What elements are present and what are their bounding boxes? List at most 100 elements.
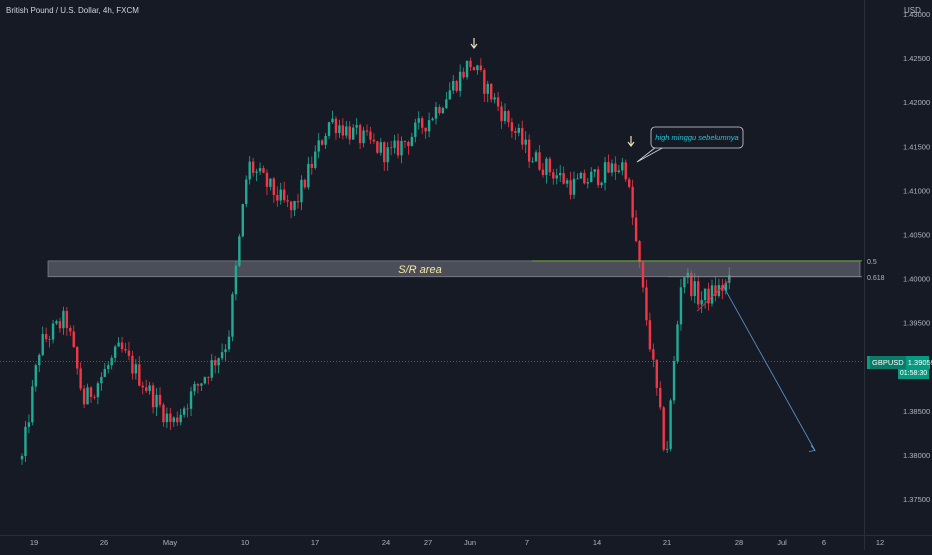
- candle-body: [358, 125, 362, 144]
- candle-body: [124, 349, 127, 351]
- candle-body: [286, 200, 289, 202]
- candle-body: [510, 122, 514, 132]
- symbol-title[interactable]: British Pound / U.S. Dollar, 4h, FXCM: [6, 6, 139, 15]
- candle-body: [127, 350, 131, 356]
- candle-body: [676, 324, 679, 362]
- y-tick-label: 1.37500: [903, 495, 930, 504]
- candle-body: [62, 310, 65, 329]
- candle-body: [496, 97, 500, 107]
- candle-body: [448, 90, 451, 100]
- candle-body: [148, 385, 151, 391]
- x-tick-label: 6: [822, 538, 826, 547]
- candle-body: [179, 414, 182, 423]
- candle-body: [641, 262, 645, 288]
- candle-body: [224, 349, 227, 353]
- candle-body: [490, 83, 493, 100]
- candle-body: [158, 394, 162, 405]
- candle-body: [624, 162, 627, 180]
- candle-body: [665, 448, 669, 450]
- candle-body: [279, 189, 282, 201]
- fib-label-0.5: 0.5: [867, 259, 877, 266]
- candle-body: [690, 272, 693, 297]
- candle-body: [427, 120, 431, 132]
- candle-body: [503, 111, 507, 122]
- annotation-lines: 0.5 0.618 high minggu sebelumnya: [0, 38, 885, 452]
- y-tick-label: 1.41000: [903, 186, 930, 195]
- candle-body: [44, 334, 48, 340]
- candle-body: [441, 108, 445, 114]
- x-tick-label: 10: [241, 538, 249, 547]
- candle-body: [438, 106, 441, 114]
- candle-body: [200, 383, 203, 386]
- candle-body: [555, 175, 558, 179]
- candle-body: [603, 162, 607, 183]
- candle-body: [276, 194, 279, 201]
- candle-body: [314, 151, 317, 168]
- candle-body: [55, 321, 58, 324]
- candle-body: [131, 355, 134, 374]
- candle-body: [214, 360, 217, 366]
- y-tick-label: 1.41500: [903, 142, 930, 151]
- candle-body: [465, 60, 469, 78]
- candle-body: [24, 426, 27, 457]
- candle-body: [600, 182, 603, 186]
- candle-body: [527, 139, 531, 162]
- candles-group: [20, 57, 731, 465]
- candle-body: [331, 118, 334, 123]
- candle-body: [48, 339, 51, 340]
- candle-body: [103, 369, 106, 377]
- candle-body: [138, 364, 141, 386]
- high-arrow-2-icon: [627, 136, 635, 147]
- candle-body: [662, 407, 665, 450]
- high-arrow-1-icon: [470, 38, 478, 49]
- candle-body: [86, 387, 89, 405]
- candle-body: [238, 236, 241, 266]
- candle-body: [389, 147, 393, 149]
- candle-body: [707, 288, 710, 304]
- candle-body: [434, 106, 438, 119]
- candle-body: [424, 127, 427, 132]
- candle-body: [38, 355, 41, 366]
- projection-arrowhead: [808, 445, 816, 452]
- candle-body: [462, 71, 465, 78]
- candle-body: [517, 128, 520, 133]
- candle-body: [552, 172, 555, 179]
- axis-ticks: 1.375001.380001.385001.390001.395001.400…: [30, 10, 930, 547]
- sr-zone-label: S/R area: [398, 264, 441, 276]
- candle-body: [486, 83, 489, 94]
- candle-body: [251, 161, 255, 173]
- candle-body: [472, 67, 476, 71]
- candle-body: [659, 387, 662, 408]
- candle-body: [572, 178, 576, 195]
- candle-body: [721, 285, 724, 291]
- projection-line: [722, 285, 816, 451]
- candle-body: [41, 334, 44, 356]
- candle-body: [241, 204, 244, 237]
- currency-label[interactable]: USD: [904, 6, 921, 15]
- candle-body: [186, 408, 189, 410]
- candle-body: [307, 163, 310, 188]
- candle-body: [669, 400, 672, 449]
- current-price-tag: GBPUSD 1.39059: [867, 356, 932, 369]
- y-tick-label: 1.43000: [903, 10, 930, 19]
- candle-body: [421, 118, 424, 128]
- candle-body: [521, 128, 524, 145]
- candle-body: [141, 385, 144, 388]
- candle-body: [403, 140, 407, 142]
- candle-body: [193, 384, 196, 392]
- candle-body: [614, 163, 617, 172]
- x-tick-label: 24: [382, 538, 390, 547]
- candle-body: [72, 331, 75, 347]
- candle-body: [317, 140, 320, 152]
- sr-zone-group: S/R area: [47, 260, 861, 278]
- candle-body: [338, 125, 341, 134]
- y-tick-label: 1.42000: [903, 98, 930, 107]
- candle-body: [100, 376, 103, 384]
- candle-body: [621, 162, 624, 171]
- candle-body: [303, 179, 307, 188]
- candle-body: [617, 170, 621, 172]
- candle-body: [590, 171, 593, 183]
- candle-body: [679, 287, 683, 325]
